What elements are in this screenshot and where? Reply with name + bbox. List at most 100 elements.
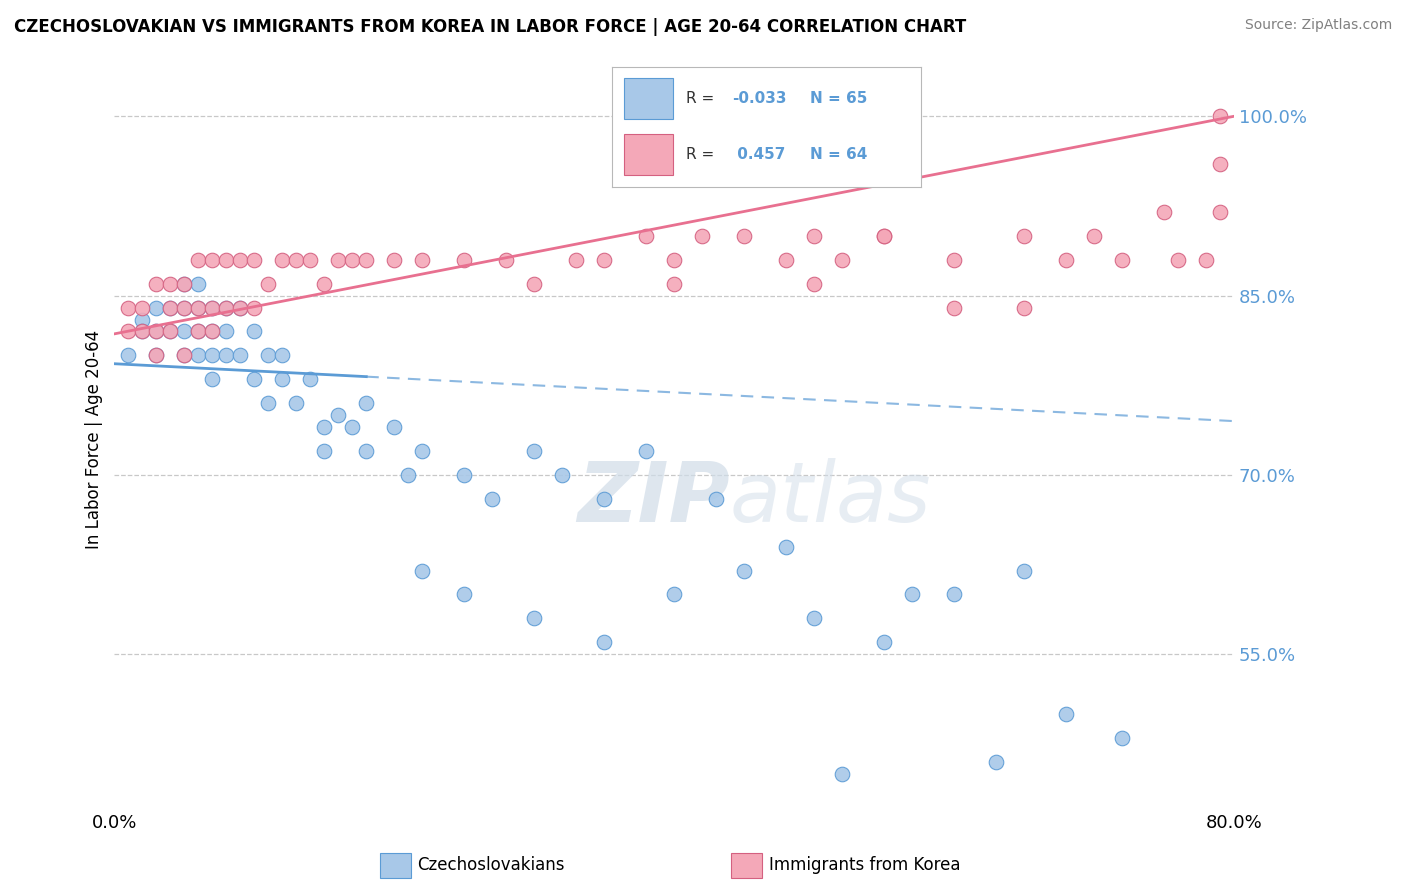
Point <box>215 348 238 362</box>
Point <box>342 252 364 267</box>
Point <box>145 348 167 362</box>
Point <box>411 252 433 267</box>
Text: R =: R = <box>686 91 718 106</box>
Point <box>803 228 825 243</box>
Point <box>229 301 252 315</box>
Point <box>173 325 195 339</box>
Point <box>1012 228 1035 243</box>
Point <box>201 301 224 315</box>
Point <box>342 420 364 434</box>
Point <box>831 766 853 780</box>
Point <box>159 301 181 315</box>
Point <box>201 372 224 386</box>
Point <box>942 252 965 267</box>
Point <box>481 491 503 506</box>
Text: R =: R = <box>686 147 718 162</box>
Point <box>328 408 350 422</box>
Point <box>173 348 195 362</box>
Point <box>299 372 322 386</box>
Point <box>901 587 924 601</box>
Point <box>314 420 336 434</box>
Point <box>229 301 252 315</box>
Point <box>243 372 266 386</box>
Point <box>285 252 308 267</box>
Point <box>775 252 797 267</box>
Point <box>201 252 224 267</box>
Point <box>229 252 252 267</box>
Point <box>396 467 419 482</box>
Bar <box>624 78 673 119</box>
Point <box>173 301 195 315</box>
Point <box>1209 109 1232 123</box>
Point <box>873 635 896 649</box>
Point <box>636 444 658 458</box>
Point <box>803 277 825 291</box>
Point <box>173 277 195 291</box>
Point <box>271 372 294 386</box>
Point <box>1167 252 1189 267</box>
Point <box>453 252 475 267</box>
Point <box>215 325 238 339</box>
Point <box>201 325 224 339</box>
Point <box>173 301 195 315</box>
Point <box>453 467 475 482</box>
Text: atlas: atlas <box>730 458 932 539</box>
Bar <box>624 135 673 175</box>
Point <box>201 348 224 362</box>
Point <box>593 252 616 267</box>
Point <box>1054 706 1077 721</box>
Point <box>356 444 378 458</box>
Point <box>831 252 853 267</box>
Text: CZECHOSLOVAKIAN VS IMMIGRANTS FROM KOREA IN LABOR FORCE | AGE 20-64 CORRELATION : CZECHOSLOVAKIAN VS IMMIGRANTS FROM KOREA… <box>14 18 966 36</box>
Point <box>873 228 896 243</box>
Point <box>1012 564 1035 578</box>
Point <box>145 277 167 291</box>
Point <box>356 252 378 267</box>
Point <box>1012 301 1035 315</box>
Point <box>159 325 181 339</box>
Point <box>328 252 350 267</box>
Point <box>733 564 755 578</box>
Point <box>159 325 181 339</box>
Point <box>117 348 139 362</box>
Text: 0.457: 0.457 <box>733 147 786 162</box>
Text: -0.033: -0.033 <box>733 91 787 106</box>
Point <box>1111 252 1133 267</box>
Point <box>733 228 755 243</box>
Point <box>662 277 685 291</box>
Point <box>411 564 433 578</box>
Point <box>593 635 616 649</box>
Point <box>117 325 139 339</box>
Point <box>523 611 546 625</box>
Point <box>453 587 475 601</box>
Point <box>299 252 322 267</box>
Point <box>215 301 238 315</box>
Point <box>229 348 252 362</box>
Point <box>257 277 280 291</box>
Text: N = 64: N = 64 <box>810 147 868 162</box>
Point <box>495 252 517 267</box>
Point <box>201 301 224 315</box>
Point <box>145 325 167 339</box>
Point <box>382 420 405 434</box>
Point <box>131 301 153 315</box>
Point <box>145 348 167 362</box>
Point <box>314 277 336 291</box>
Point <box>1083 228 1105 243</box>
Point <box>1153 205 1175 219</box>
Point <box>984 755 1007 769</box>
Point <box>285 396 308 410</box>
Point <box>187 348 209 362</box>
Point <box>131 312 153 326</box>
Point <box>187 277 209 291</box>
Point <box>942 301 965 315</box>
Point <box>215 301 238 315</box>
Point <box>187 325 209 339</box>
Text: Czechoslovakians: Czechoslovakians <box>418 856 565 874</box>
Point <box>187 301 209 315</box>
Point <box>201 325 224 339</box>
Point <box>173 348 195 362</box>
Point <box>690 228 713 243</box>
Point <box>159 301 181 315</box>
Point <box>942 587 965 601</box>
